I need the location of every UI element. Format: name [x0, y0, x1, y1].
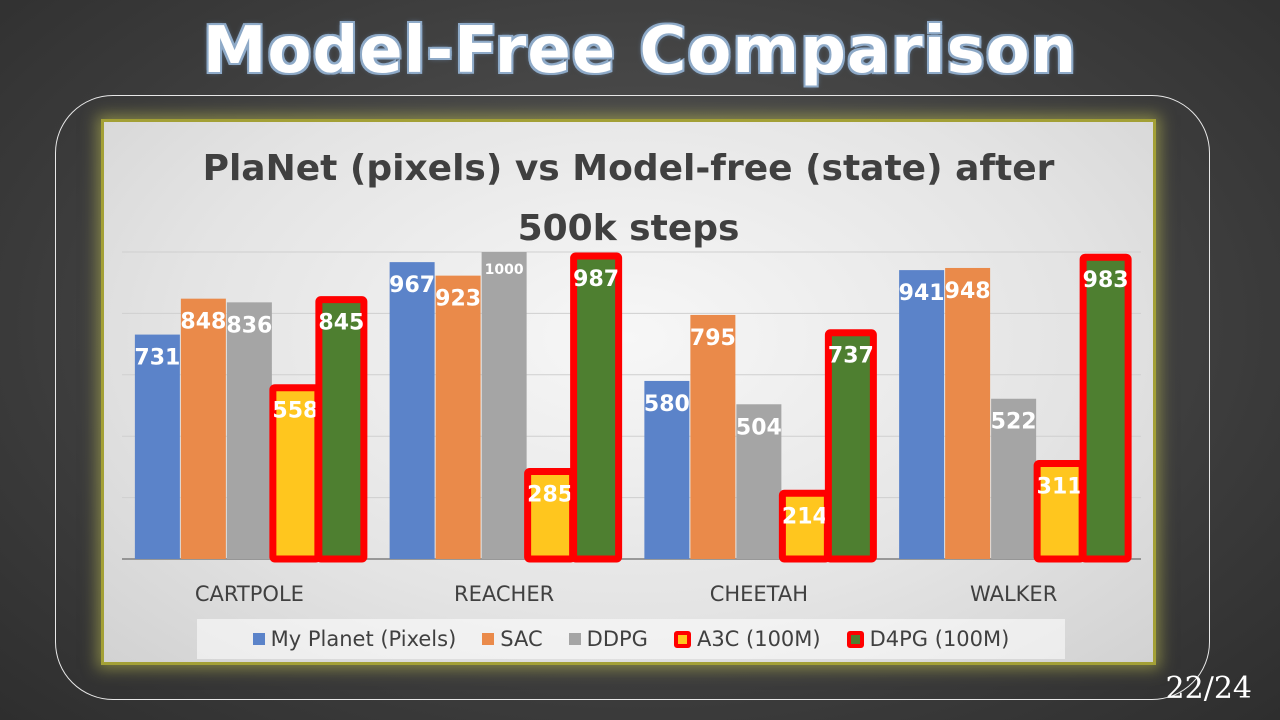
legend-label: DDPG	[586, 627, 648, 651]
bar	[991, 398, 1037, 559]
data-label: 504	[736, 415, 782, 440]
bar	[315, 296, 368, 563]
data-label: 522	[991, 410, 1037, 435]
legend-label: D4PG (100M)	[869, 627, 1010, 651]
category-label: CARTPOLE	[195, 582, 304, 606]
legend-item: DDPG	[568, 627, 648, 651]
bar	[435, 275, 481, 559]
data-label: 836	[226, 313, 272, 338]
page-number: 22/24	[1165, 671, 1252, 706]
bar	[945, 267, 991, 559]
legend-swatch	[673, 630, 691, 648]
legend-swatch	[846, 630, 864, 648]
bar	[824, 329, 877, 563]
data-label: 848	[180, 310, 226, 335]
chart-panel: 731 848 836 558 845 CARTPOLE 967 923 1000 285 987 R…	[101, 119, 1156, 665]
bar	[570, 252, 623, 563]
category-label: CHEETAH	[710, 582, 808, 606]
bar	[644, 380, 690, 559]
content-frame	[55, 95, 1210, 700]
chart-legend: My Planet (Pixels) SAC DDPG A3C (100M) D4PG …	[197, 619, 1065, 659]
legend-item: A3C (100M)	[673, 627, 821, 651]
legend-label: SAC	[500, 627, 543, 651]
bar	[1079, 253, 1132, 563]
bar	[736, 404, 782, 559]
category-label: WALKER	[970, 582, 1057, 606]
bar	[899, 270, 945, 559]
data-label: 795	[690, 326, 736, 351]
data-label: 845	[318, 311, 364, 336]
legend-swatch	[568, 633, 581, 645]
bar	[481, 252, 527, 559]
data-label: 580	[644, 392, 690, 417]
chart-title-line-1: PlaNet (pixels) vs Model-free (state) af…	[202, 148, 1055, 189]
bar	[389, 262, 435, 559]
legend-item: SAC	[482, 627, 543, 651]
bar	[690, 314, 736, 559]
data-label: 987	[573, 267, 619, 292]
legend-label: My Planet (Pixels)	[270, 627, 457, 651]
data-label: 737	[828, 344, 874, 369]
data-label: 948	[945, 279, 991, 304]
bar	[226, 302, 272, 559]
legend-item: My Planet (Pixels)	[252, 627, 457, 651]
bar	[134, 334, 180, 559]
data-label: 214	[782, 504, 828, 529]
bar	[180, 298, 226, 559]
data-label: 285	[527, 483, 573, 508]
chart-title-line-2: 500k steps	[517, 208, 740, 249]
slide-title: Model-Free Comparison	[202, 14, 1078, 88]
legend-swatch	[482, 633, 495, 645]
data-label: 311	[1037, 475, 1083, 500]
category-label: REACHER	[454, 582, 554, 606]
data-label: 941	[899, 281, 945, 306]
data-label: 967	[389, 273, 435, 298]
data-label: 923	[435, 287, 481, 312]
legend-label: A3C (100M)	[696, 627, 821, 651]
data-label: 731	[134, 346, 180, 371]
legend-swatch	[252, 633, 265, 645]
data-label: 983	[1083, 268, 1129, 293]
legend-item: D4PG (100M)	[846, 627, 1010, 651]
data-label: 1000	[485, 262, 524, 278]
data-label: 558	[272, 399, 318, 424]
